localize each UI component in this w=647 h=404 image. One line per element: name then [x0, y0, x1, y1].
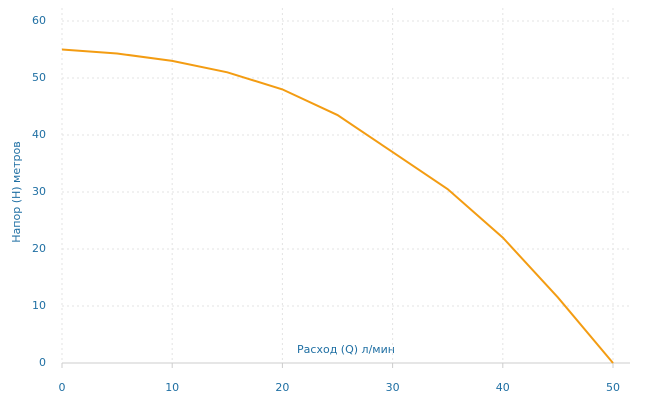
y-tick-label: 10: [32, 299, 46, 312]
x-axis-label: Расход (Q) л/мин: [297, 343, 395, 356]
y-tick-label: 60: [32, 14, 46, 27]
x-tick-label: 30: [386, 381, 400, 394]
y-axis-label: Напор (H) метров: [10, 141, 23, 242]
y-tick-label: 50: [32, 71, 46, 84]
y-tick-label: 20: [32, 242, 46, 255]
x-tick-label: 0: [59, 381, 66, 394]
x-tick-label: 20: [275, 381, 289, 394]
x-tick-label: 40: [496, 381, 510, 394]
x-tick-label: 10: [165, 381, 179, 394]
y-tick-label: 30: [32, 185, 46, 198]
line: [61, 48, 614, 364]
y-tick-label: 40: [32, 128, 46, 141]
y-tick-label: 0: [39, 356, 46, 369]
x-tick-label: 50: [606, 381, 620, 394]
